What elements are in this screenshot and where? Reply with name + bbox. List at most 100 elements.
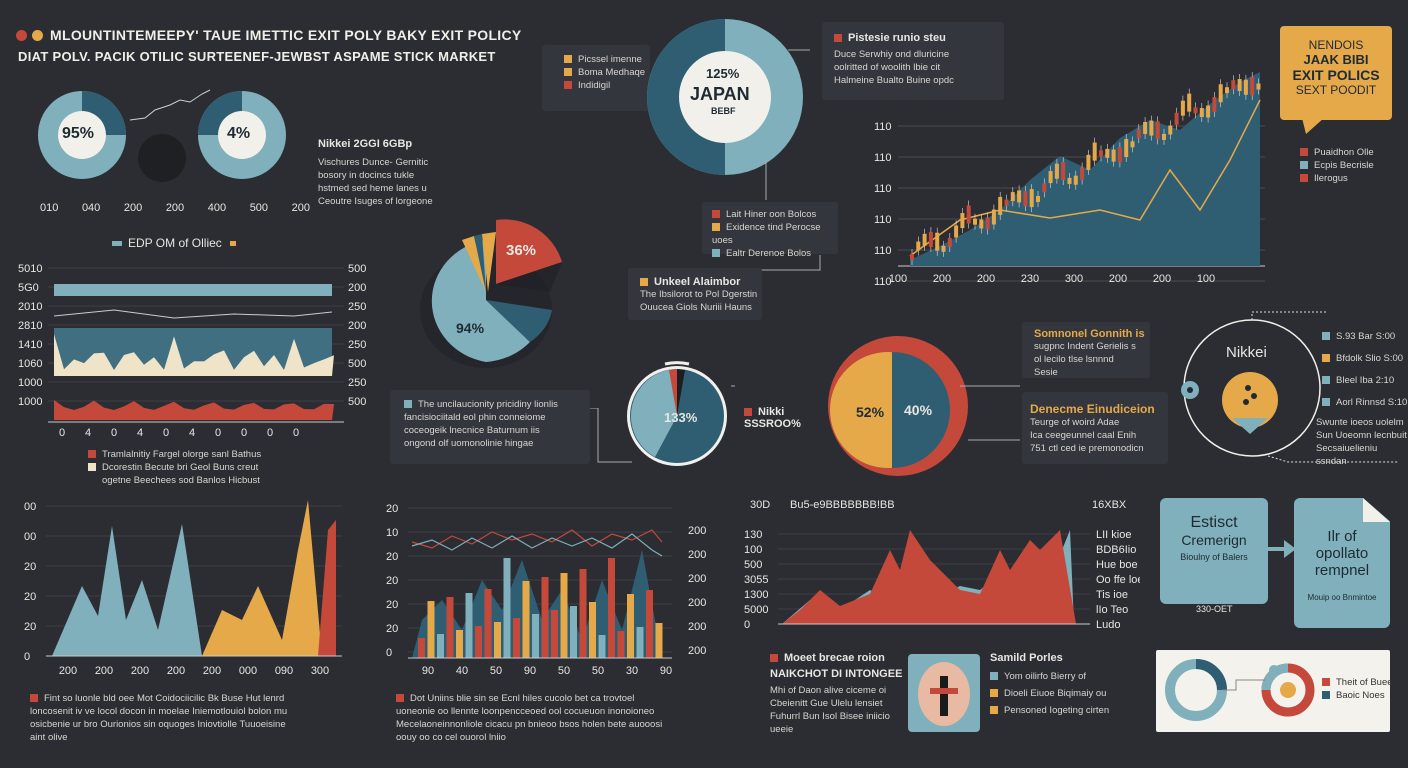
candle: [1029, 189, 1034, 208]
bar: [617, 631, 625, 658]
candle: [1237, 79, 1242, 92]
x-tick: 0: [215, 427, 221, 438]
nikkei-note: Nikkei 2GGI 6GBp Vischures Dunce- Gernit…: [318, 138, 448, 208]
samid-block: Samild Porles Yom oilirfo Bierry of Dioe…: [990, 652, 1109, 717]
samid-item: Yom oilirfo Bierry of: [1004, 671, 1087, 682]
estisct-card: Estisct Cremerign Bioulny of Balers: [1160, 498, 1268, 604]
top-note-line: NENDOIS: [1308, 38, 1364, 52]
bar: [551, 610, 558, 658]
axis-tick: 200: [165, 202, 185, 214]
market-title-2: NAIKCHOT DI INTONGEE: [770, 668, 903, 680]
bar: [446, 597, 454, 658]
y-tick-left: 130: [744, 529, 762, 541]
top-pie-label: JAPAN: [690, 84, 750, 104]
chart-top-left: 30D: [750, 499, 770, 511]
candle: [922, 233, 927, 246]
y-tick-right: Ludo: [1096, 619, 1120, 631]
candle: [928, 231, 933, 247]
big-pie-chart: [420, 219, 562, 368]
candle: [1130, 141, 1135, 148]
demand-title: Denecme Einudiceion: [1030, 402, 1155, 416]
legend-item: Exidence tind Perocse uoes: [712, 222, 821, 246]
legend-item: S.93 Bar S:00: [1336, 331, 1396, 342]
nikkei-ring-note: Swunte ioeos uolelm: [1316, 417, 1404, 428]
donut-right-pct: 4%: [227, 125, 251, 142]
semiconductor-panel: Somnonel Gonnith is sugpnc Indent Geriel…: [1022, 322, 1150, 378]
candle: [1206, 105, 1211, 118]
bar: [579, 569, 587, 658]
candle: [1117, 147, 1122, 163]
bar: [465, 593, 473, 658]
x-tick: 0: [163, 427, 169, 438]
y-tick-right: 250: [348, 301, 366, 313]
y-tick-right: 500: [348, 263, 366, 275]
candle: [1054, 163, 1059, 179]
semiconductor-line: Sesie: [1034, 367, 1058, 378]
candle: [1250, 77, 1255, 96]
x-tick: 000: [239, 665, 257, 677]
candle: [1099, 150, 1103, 157]
candle: [916, 241, 921, 251]
band-series: [54, 284, 332, 296]
legend-item: Ilerogus: [1314, 173, 1348, 184]
samid-item: Dioeli Eiuoe Biqimaiy ou: [1004, 688, 1107, 699]
axis-tick: 010: [40, 202, 59, 214]
chart-title: Bu5-e9BBBBBBB!BB: [790, 499, 895, 511]
big-pie-a: 36%: [506, 242, 537, 259]
nikkei-note-line: Vischures Dunce- Gernitic: [318, 157, 429, 168]
x-tick: 200: [977, 273, 995, 285]
y-tick-right: Hue boe: [1096, 559, 1138, 571]
bar: [522, 581, 530, 658]
unkeel-line: The Ibsilorot to Pol Dgerstin: [640, 289, 758, 300]
x-tick: 4: [85, 427, 91, 438]
candle: [1256, 83, 1261, 90]
red-area-chart: 30D Bu5-e9BBBBBBB!BB 16XBX 130 LII kioe 100 BD…: [744, 499, 1140, 631]
note-line: uoneonie oo llennte loonpencceoed ool co…: [396, 706, 655, 717]
teal-line: [411, 533, 663, 557]
x-tick: 200: [1109, 273, 1127, 285]
gold-pie-b: 40%: [904, 402, 933, 418]
header-line-1: MLOUNTINTEMEEPY' TAUE IMETTIC EXIT POLY …: [50, 27, 522, 43]
nikkei-note-line: hstmed sed heme lanes u: [318, 183, 427, 194]
y-tick-right: 250: [348, 339, 366, 351]
candle: [1061, 162, 1066, 181]
bar: [560, 573, 568, 658]
doc-line: Ilr of: [1327, 528, 1357, 545]
mid-connector: [590, 408, 632, 463]
bottom-mid-note: Dot Uniins blie sin se Ecnl hiles cucolo…: [396, 692, 716, 744]
x-tick: 0: [293, 427, 299, 438]
semiconductor-line: sugpnc Indent Gerielis s: [1034, 341, 1136, 352]
x-tick: 200: [203, 665, 221, 677]
header-dot-red: [16, 30, 27, 41]
note-line: aint olive: [30, 732, 68, 743]
bar: [598, 635, 606, 658]
candle: [985, 217, 990, 230]
candle: [1218, 84, 1223, 103]
legend-item: Aorl Rinnsd S:10: [1336, 397, 1408, 408]
x-tick: 50: [592, 665, 604, 677]
top-pie-legend: Picssel imenne Boma Medhaqe Indidigil: [542, 45, 650, 111]
x-tick: 90: [524, 665, 536, 677]
candle: [1048, 171, 1053, 184]
y-tick-left: 20: [386, 623, 398, 635]
demand-line: Ica ceegeunnel caal Enih: [1030, 430, 1137, 441]
bar: [636, 627, 644, 658]
y-tick: 110: [874, 276, 892, 288]
candle: [1105, 148, 1110, 158]
axis-tick: 400: [207, 202, 227, 214]
candle: [1162, 133, 1166, 140]
area-series: [910, 72, 1260, 266]
bar: [513, 618, 520, 658]
candle: [1067, 177, 1072, 184]
bar: [541, 577, 549, 658]
gold-pie-a: 52%: [856, 404, 885, 420]
candle: [1111, 149, 1116, 162]
bar: [570, 606, 577, 658]
market-title-1: Moeet brecae roion: [784, 652, 885, 664]
header-dot-gold: [32, 30, 43, 41]
unkeel-title: Unkeel Alaimbor: [654, 276, 741, 288]
y-tick-left: 20: [386, 551, 398, 563]
y-tick-right: 200: [688, 621, 706, 633]
candle: [1174, 112, 1179, 125]
